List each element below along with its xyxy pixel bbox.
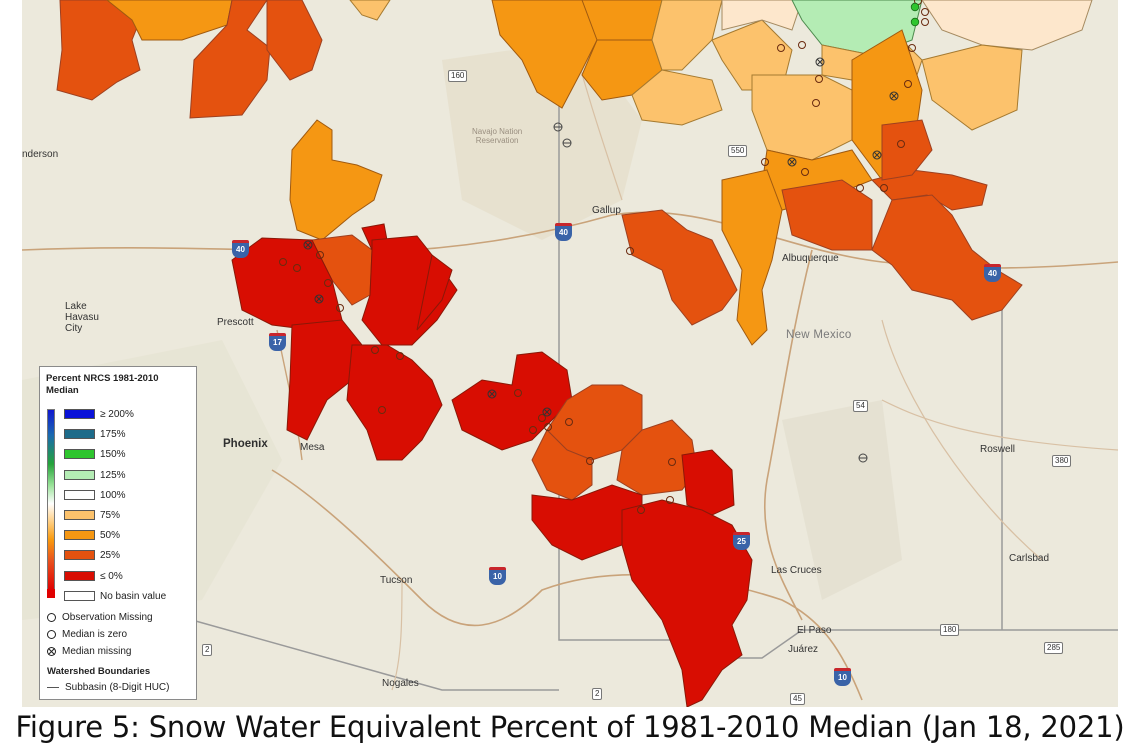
- i10-road: [271, 469, 863, 701]
- legend-boundaries-title: Watershed Boundaries: [47, 666, 151, 677]
- basin-nw-5: [349, 0, 391, 21]
- basin-sj-4: [651, 0, 723, 71]
- legend-median-missing: Median missing: [47, 646, 131, 658]
- legend-class-le0: ≤ 0%: [64, 571, 123, 583]
- swatch-50: [64, 530, 95, 541]
- label-lake-havasu: Lake Havasu City: [65, 301, 99, 334]
- label-navajo: Navajo Nation Reservation: [472, 127, 523, 145]
- basin-mimbres: [621, 499, 753, 707]
- basin-rg-1: [921, 0, 1093, 51]
- terrain-plateau: [442, 40, 642, 240]
- basin-sj-7: [721, 0, 803, 31]
- label-gallup: Gallup: [592, 205, 621, 216]
- label-mesa: Mesa: [300, 442, 325, 453]
- label-juarez: Juárez: [788, 644, 819, 655]
- label-phoenix: Phoenix: [223, 438, 268, 450]
- mexico-border: [191, 619, 559, 691]
- figure-caption: Figure 5: Snow Water Equivalent Percent …: [15, 710, 1125, 744]
- shield-us380: 380: [1052, 455, 1072, 467]
- median-missing-sites: [303, 57, 899, 417]
- line-icon: [47, 686, 59, 688]
- legend-median-zero: Median is zero: [47, 629, 127, 641]
- label-new-mexico: New Mexico: [786, 329, 852, 341]
- legend-class-25: 25%: [64, 550, 120, 562]
- basin-pecos-3: [881, 119, 933, 181]
- basin-sj-5: [631, 69, 723, 126]
- interstate-17: 17: [269, 333, 286, 351]
- swatch-le0: [64, 571, 95, 582]
- legend-class-175: 175%: [64, 429, 126, 441]
- legend-class-200: ≥ 200%: [64, 409, 134, 421]
- open-circle-icon: [47, 612, 56, 622]
- interstate-25: 25: [733, 532, 750, 550]
- swatch-125: [64, 470, 95, 481]
- basin-zuni: [621, 209, 738, 326]
- label-albuquerque: Albuquerque: [782, 253, 839, 264]
- basin-nw-3: [189, 0, 271, 119]
- swatch-25: [64, 550, 95, 561]
- basin-lc-1: [289, 119, 383, 241]
- interstate-40-west: 40: [232, 240, 249, 258]
- basin-salt-4: [416, 254, 453, 331]
- swatch-150: [64, 449, 95, 460]
- us285-road: [881, 319, 1043, 561]
- map-legend: Percent NRCS 1981-2010 Median ≥ 200% 175…: [39, 366, 197, 700]
- label-roswell: Roswell: [980, 444, 1016, 455]
- open-circle-icon: [47, 629, 56, 639]
- legend-color-ramp: [47, 409, 55, 591]
- legend-class-50: 50%: [64, 530, 120, 542]
- terrain-basin: [782, 400, 902, 600]
- swatch-100: [64, 490, 95, 501]
- snotel-sites: [279, 0, 929, 514]
- basin-gila-3: [531, 429, 593, 501]
- label-el-paso: El Paso: [797, 625, 832, 636]
- label-prescott: Prescott: [217, 317, 254, 328]
- swatch-75: [64, 510, 95, 521]
- label-las-cruces: Las Cruces: [771, 565, 822, 576]
- basin-rg-7: [721, 169, 783, 346]
- interstate-10-west: 10: [489, 567, 506, 585]
- basin-nw-2: [106, 0, 233, 41]
- green-sites: [910, 2, 920, 27]
- label-tucson: Tucson: [380, 575, 413, 586]
- legend-class-75: 75%: [64, 510, 120, 522]
- legend-title: Percent NRCS 1981-2010 Median: [46, 373, 159, 396]
- interstate-40-east: 40: [984, 264, 1001, 282]
- basin-rg-5: [921, 44, 1023, 131]
- shield-route-2a: 2: [202, 644, 213, 656]
- legend-subbasin: Subbasin (8-Digit HUC): [47, 682, 169, 693]
- legend-ramp-end: [47, 589, 55, 598]
- i19-road: [391, 579, 403, 691]
- label-nogales: Nogales: [382, 678, 419, 689]
- shield-us285: 285: [1044, 642, 1064, 654]
- interstate-40-mid: 40: [555, 223, 572, 241]
- shield-route-45: 45: [790, 693, 805, 705]
- basin-gila-5: [681, 449, 735, 516]
- gray-markers: [553, 122, 868, 463]
- shield-us160: 160: [448, 70, 468, 82]
- basin-salt-2: [286, 319, 363, 441]
- i25-road: [763, 249, 813, 621]
- legend-class-100: 100%: [64, 490, 126, 502]
- shield-us180: 180: [940, 624, 960, 636]
- shield-route-2b: 2: [592, 688, 603, 700]
- us380-road: [881, 399, 1118, 451]
- swatch-200: [64, 409, 95, 420]
- basin-rg-3: [751, 74, 853, 161]
- crossed-circle-icon: [47, 646, 56, 656]
- label-henderson: nderson: [22, 149, 59, 160]
- snow-map: nderson Lake Havasu City Prescott Phoeni…: [22, 0, 1118, 707]
- legend-class-125: 125%: [64, 470, 126, 482]
- swatch-no-value: [64, 591, 95, 602]
- legend-class-no-value: No basin value: [64, 591, 166, 603]
- shield-us550: 550: [728, 145, 748, 157]
- interstate-10-east: 10: [834, 668, 851, 686]
- shield-us54: 54: [853, 400, 868, 412]
- basin-nw-4: [266, 0, 323, 81]
- label-carlsbad: Carlsbad: [1009, 553, 1050, 564]
- legend-obs-missing: Observation Missing: [47, 612, 153, 624]
- swatch-175: [64, 429, 95, 440]
- legend-class-150: 150%: [64, 449, 126, 461]
- basin-pecos-2: [871, 194, 1023, 321]
